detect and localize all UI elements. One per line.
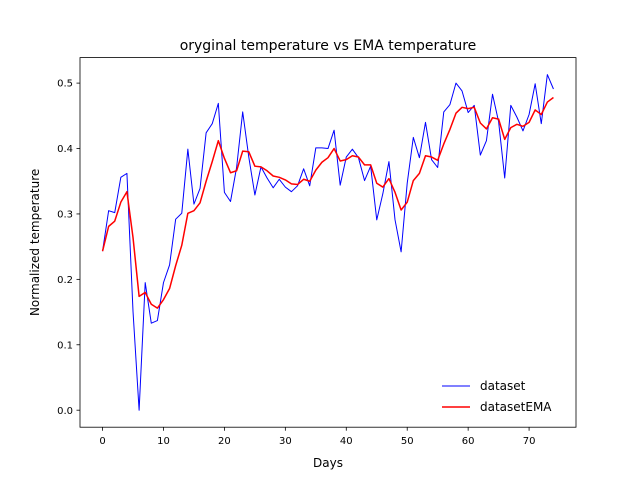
x-tick-label: 0	[99, 436, 105, 447]
axes-frame	[79, 57, 577, 428]
x-tick-label: 20	[218, 436, 231, 447]
legend-label-dataset: dataset	[480, 379, 526, 393]
y-axis-ticks: 0.0 0.1 0.2 0.3 0.4 0.5	[57, 79, 80, 417]
y-tick-label: 0.4	[57, 144, 73, 155]
y-tick-label: 0.0	[57, 406, 73, 417]
series-line-dataset	[102, 74, 554, 411]
x-tick-label: 60	[462, 436, 475, 447]
legend-label-datasetema: datasetEMA	[480, 400, 552, 414]
chart-title: oryginal temperature vs EMA temperature	[180, 38, 477, 54]
series-line-datasetema	[101, 96, 554, 309]
x-axis-ticks: 0 10 20 30 40 50 60 70	[99, 427, 535, 447]
y-tick-label: 0.2	[57, 275, 73, 286]
x-tick-label: 70	[523, 436, 536, 447]
y-tick-label: 0.1	[57, 340, 73, 351]
x-tick-label: 30	[279, 436, 292, 447]
y-axis-label: Normalized temperature	[28, 169, 42, 316]
y-tick-label: 0.3	[57, 210, 73, 221]
legend: dataset datasetEMA	[442, 379, 552, 414]
x-tick-label: 10	[157, 436, 170, 447]
y-tick-label: 0.5	[57, 79, 73, 90]
x-tick-label: 50	[401, 436, 414, 447]
x-axis-label: Days	[313, 456, 343, 470]
x-tick-label: 40	[340, 436, 353, 447]
plot-lines	[101, 74, 554, 411]
